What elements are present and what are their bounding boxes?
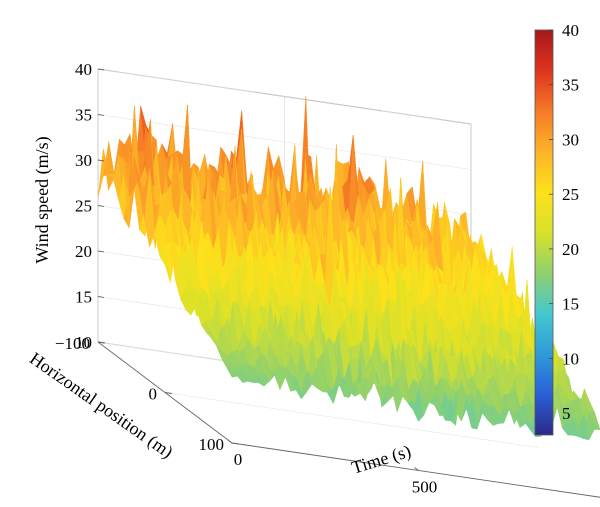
z-tick-mark bbox=[98, 251, 104, 252]
z-tick-label: 25 bbox=[75, 197, 92, 216]
y-tick-label: −100 bbox=[55, 334, 90, 353]
colorbar-tick-label: 35 bbox=[562, 76, 579, 95]
z-tick-mark bbox=[98, 115, 104, 116]
z-tick-mark bbox=[98, 69, 104, 70]
colorbar-tick-label: 25 bbox=[562, 185, 579, 204]
x-axis-label: Time (s) bbox=[349, 441, 413, 479]
surface bbox=[98, 96, 600, 440]
z-tick-label: 35 bbox=[75, 106, 92, 125]
x-tick-mark bbox=[228, 440, 232, 443]
colorbar-tick-label: 5 bbox=[562, 404, 571, 423]
z-axis-label: Wind speed (m/s) bbox=[32, 136, 53, 263]
colorbar-tick-label: 40 bbox=[562, 21, 579, 40]
y-tick-mark bbox=[232, 443, 239, 444]
x-tick-label: 500 bbox=[412, 478, 438, 497]
z-tick-label: 40 bbox=[75, 60, 92, 79]
colorbar bbox=[535, 30, 553, 435]
y-tick-label: 100 bbox=[199, 435, 225, 454]
y-axis-label: Horizontal position (m) bbox=[26, 348, 177, 463]
z-tick-mark bbox=[98, 206, 104, 207]
z-tick-mark bbox=[98, 297, 104, 298]
z-tick-label: 30 bbox=[75, 151, 92, 170]
x-tick-label: 0 bbox=[234, 450, 243, 469]
colorbar-tick-label: 15 bbox=[562, 295, 579, 314]
colorbar-tick-label: 30 bbox=[562, 130, 579, 149]
z-tick-label: 20 bbox=[75, 242, 92, 261]
y-tick-label: 0 bbox=[149, 385, 158, 404]
colorbar-tick-label: 20 bbox=[562, 240, 579, 259]
colorbar-tick-label: 10 bbox=[562, 349, 579, 368]
z-tick-label: 15 bbox=[75, 288, 92, 307]
